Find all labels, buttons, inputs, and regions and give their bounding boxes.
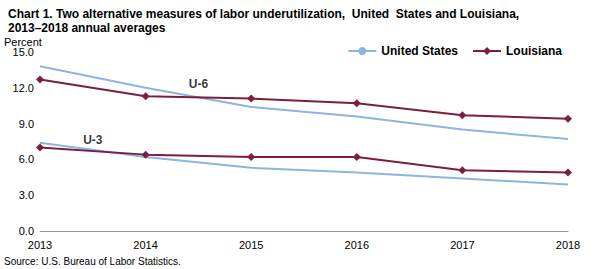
svg-text:9.0: 9.0 [19,118,34,130]
svg-text:U-3: U-3 [83,133,103,147]
svg-text:2014: 2014 [133,239,157,251]
svg-text:15.0: 15.0 [13,46,34,58]
svg-text:2016: 2016 [345,239,369,251]
svg-text:6.0: 6.0 [19,153,34,165]
svg-text:Louisiana: Louisiana [506,44,562,58]
svg-text:2013–2018 annual averages: 2013–2018 annual averages [8,21,166,35]
svg-text:Chart 1. Two alternative measu: Chart 1. Two alternative measures of lab… [8,7,523,21]
svg-text:Percent: Percent [4,35,42,48]
svg-text:2015: 2015 [239,239,263,251]
svg-text:0.0: 0.0 [19,225,34,237]
svg-text:12.0: 12.0 [13,82,34,94]
svg-text:2017: 2017 [450,239,474,251]
svg-text:U-6: U-6 [189,77,209,91]
svg-text:2018: 2018 [556,239,580,251]
svg-text:Source: U.S. Bureau of Labor S: Source: U.S. Bureau of Labor Statistics. [4,256,181,267]
svg-text:2013: 2013 [28,239,52,251]
svg-text:United States: United States [381,44,458,58]
svg-text:3.0: 3.0 [19,189,34,201]
